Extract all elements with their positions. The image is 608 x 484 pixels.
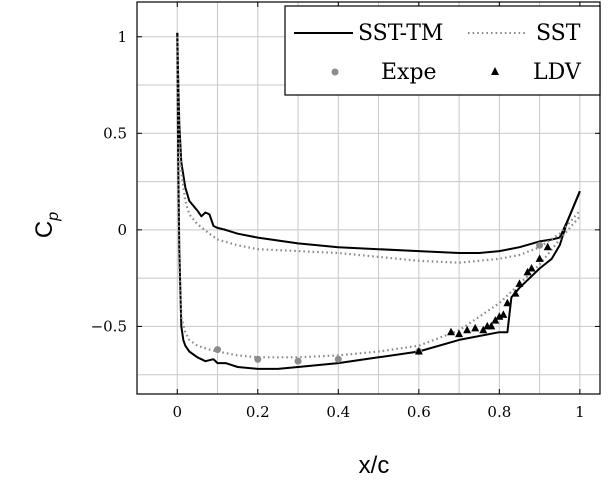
series-line-sst-tm-lower <box>176 32 581 370</box>
data-point-ldv <box>543 242 552 251</box>
data-point-ldv <box>491 316 500 324</box>
data-point-ldv <box>535 254 544 262</box>
data-point-ldv <box>414 347 423 355</box>
x-tick-label: 0.2 <box>246 403 270 421</box>
y-axis-label-subscript: p <box>45 212 62 222</box>
series-line-sst-lower <box>176 36 581 359</box>
plot-frame <box>136 1 601 395</box>
data-point-ldv <box>479 325 488 334</box>
series-line-sst-upper <box>176 36 581 264</box>
data-point-expe <box>294 357 302 365</box>
data-point-expe <box>334 355 342 363</box>
data-point-expe <box>214 346 222 354</box>
data-point-ldv <box>499 310 508 318</box>
y-axis-label: Cp <box>31 212 62 238</box>
legend-label-ldv: LDV <box>533 60 582 85</box>
data-point-ldv <box>471 323 480 332</box>
x-tick-label: 1 <box>575 403 585 421</box>
data-point-ldv <box>515 279 524 287</box>
series-line-sst-tm-upper <box>176 32 581 254</box>
x-tick-label: 0.6 <box>407 403 431 421</box>
y-tick-label: 1 <box>117 28 127 46</box>
data-point-ldv <box>447 327 456 336</box>
y-tick-label: 0 <box>117 221 127 239</box>
legend-label-expe: Expe <box>381 60 437 85</box>
data-point-ldv <box>463 325 472 334</box>
data-point-expe <box>536 241 544 249</box>
data-point-ldv <box>527 263 536 272</box>
legend-marker-expe <box>331 68 339 76</box>
x-axis-label: x/c <box>359 452 390 479</box>
data-point-expe <box>254 355 262 363</box>
data-point-ldv <box>511 289 520 297</box>
legend-label-sst-tm: SST-TM <box>358 21 443 46</box>
legend-box <box>284 5 601 96</box>
x-tick-label: 0.4 <box>326 403 350 421</box>
x-tick-label: 0 <box>172 403 182 421</box>
legend-label-sst: SST <box>536 21 581 46</box>
y-tick-label: 0.5 <box>103 124 127 142</box>
data-point-ldv <box>487 321 496 330</box>
plot-series <box>176 32 581 370</box>
legend-marker-ldv <box>491 67 499 75</box>
data-point-ldv <box>523 267 532 276</box>
data-point-ldv <box>503 298 512 307</box>
legend: SST-TM SST Expe LDV <box>284 5 601 96</box>
data-point-ldv <box>495 312 504 320</box>
y-tick-label: −0.5 <box>91 317 127 335</box>
data-point-ldv <box>455 329 464 338</box>
tick-labels: 0 0.2 0.4 0.6 0.8 1 −0.5 0 0.5 1 <box>91 28 585 421</box>
x-tick-label: 0.8 <box>487 403 511 421</box>
